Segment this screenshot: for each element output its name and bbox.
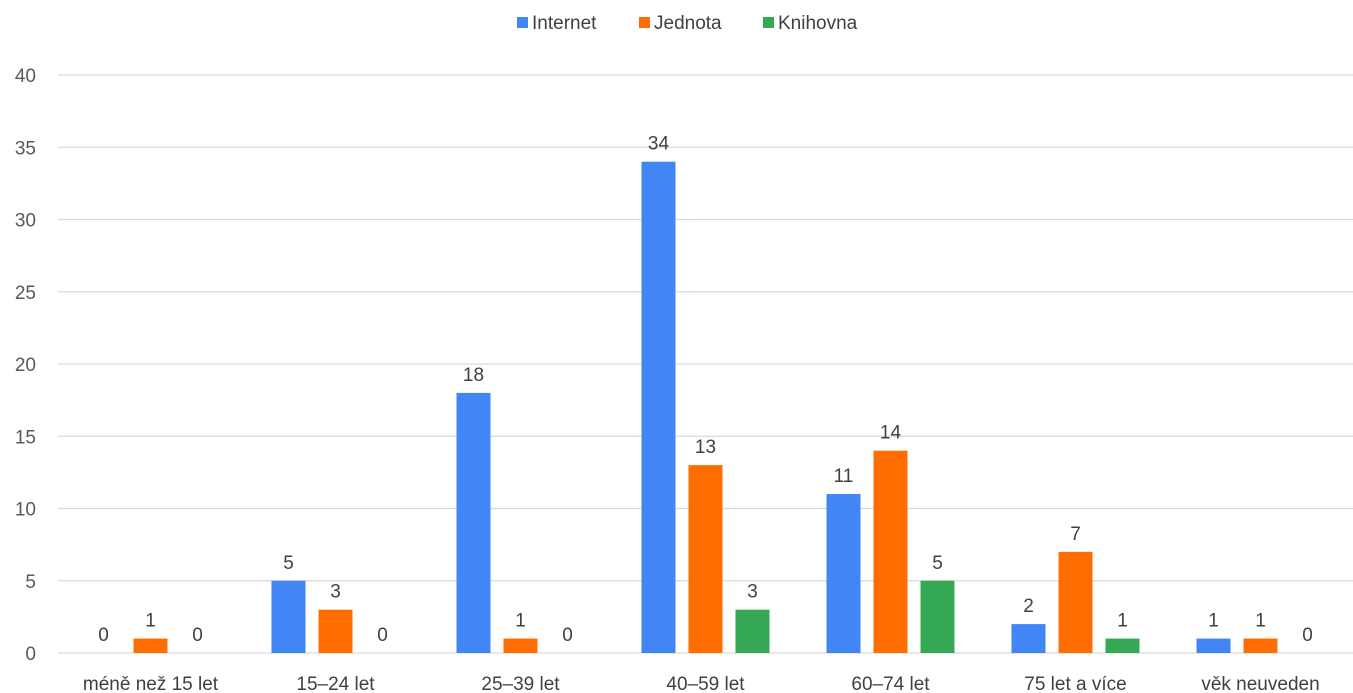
- x-category-label: 25–39 let: [481, 674, 560, 693]
- data-label: 3: [330, 582, 341, 603]
- bar-internet-6: [1196, 638, 1231, 653]
- data-label: 5: [932, 553, 943, 574]
- x-category-label: věk neuveden: [1201, 674, 1319, 693]
- data-label: 7: [1070, 524, 1081, 545]
- bar-jednota-6: [1243, 638, 1278, 653]
- data-label: 11: [834, 466, 854, 487]
- data-label: 1: [515, 611, 526, 632]
- legend-label: Internet: [532, 13, 597, 34]
- bar-jednota-3: [688, 465, 723, 653]
- bar-jednota-4: [873, 450, 908, 653]
- data-label: 0: [192, 625, 203, 646]
- legend-item-jednota: Jednota: [639, 13, 722, 34]
- data-label: 1: [1208, 611, 1219, 632]
- data-label: 34: [648, 134, 670, 155]
- y-tick-label: 0: [25, 644, 36, 665]
- y-tick-label: 40: [15, 66, 36, 87]
- data-label: 1: [1255, 611, 1266, 632]
- data-label: 2: [1023, 596, 1034, 617]
- legend-label: Jednota: [654, 13, 722, 34]
- y-tick-label: 10: [15, 500, 36, 521]
- data-label: 14: [880, 423, 902, 444]
- x-category-label: méně než 15 let: [83, 674, 219, 693]
- bar-internet-3: [641, 161, 676, 653]
- legend-item-internet: Internet: [517, 13, 597, 34]
- y-tick-label: 5: [25, 572, 36, 593]
- data-label: 0: [98, 625, 109, 646]
- bar-jednota-0: [133, 638, 168, 653]
- bar-internet-1: [271, 580, 306, 653]
- bar-knihovna-4: [920, 580, 955, 653]
- legend-swatch: [517, 17, 528, 28]
- legend-label: Knihovna: [778, 13, 858, 34]
- legend: Internet Jednota Knihovna: [517, 13, 858, 34]
- y-axis-ticks: 0 5 10 15 20 25 30 35 40: [15, 66, 36, 665]
- bars: [133, 161, 1278, 653]
- y-tick-label: 15: [15, 427, 36, 448]
- y-tick-label: 30: [15, 211, 36, 232]
- data-label: 0: [377, 625, 388, 646]
- legend-swatch: [639, 17, 650, 28]
- data-label: 5: [283, 553, 294, 574]
- data-label: 1: [145, 611, 156, 632]
- legend-swatch: [763, 17, 774, 28]
- x-category-label: 15–24 let: [296, 674, 375, 693]
- data-label: 18: [463, 365, 484, 386]
- bar-internet-2: [456, 392, 491, 653]
- y-tick-label: 35: [15, 138, 36, 159]
- bar-knihovna-5: [1105, 638, 1140, 653]
- x-category-label: 60–74 let: [851, 674, 930, 693]
- y-tick-label: 25: [15, 283, 36, 304]
- bar-knihovna-3: [735, 609, 770, 653]
- x-axis-categories: méně než 15 let 15–24 let 25–39 let 40–59 l…: [83, 674, 1320, 693]
- data-label: 0: [562, 625, 573, 646]
- bar-internet-5: [1011, 624, 1046, 653]
- x-category-label: 75 let a více: [1024, 674, 1126, 693]
- data-label: 3: [747, 582, 758, 603]
- data-label: 0: [1302, 625, 1313, 646]
- y-tick-label: 20: [15, 355, 36, 376]
- bar-jednota-2: [503, 638, 538, 653]
- data-label: 13: [695, 437, 716, 458]
- x-category-label: 40–59 let: [666, 674, 745, 693]
- bar-internet-4: [826, 494, 861, 653]
- data-label: 1: [1117, 611, 1128, 632]
- bar-jednota-5: [1058, 551, 1093, 653]
- bar-jednota-1: [318, 609, 353, 653]
- legend-item-knihovna: Knihovna: [763, 13, 858, 34]
